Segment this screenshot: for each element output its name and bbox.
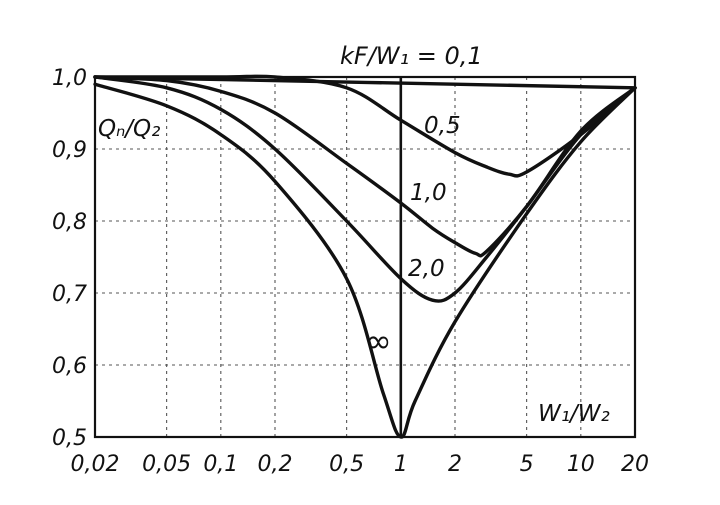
x-tick-label: 0,1 — [203, 452, 238, 477]
curve-label-2-0: 2,0 — [408, 256, 445, 282]
curve-0-5 — [93, 74, 637, 178]
chart-title: kF/W₁ = 0,1 — [340, 42, 483, 70]
y-tick-label: 0,6 — [52, 354, 87, 379]
x-tick-label: 0,5 — [329, 452, 364, 477]
y-tick-label: 0,5 — [52, 426, 87, 451]
y-tick-label: 0,7 — [52, 282, 87, 307]
x-tick-label: 20 — [621, 452, 649, 477]
y-tick-label: 0,8 — [52, 210, 87, 235]
curve-label-infinity: ∞ — [365, 322, 392, 360]
x-tick-label: 2 — [448, 452, 462, 477]
curve-label-0-5: 0,5 — [424, 113, 461, 139]
x-tick-label: 0,05 — [142, 452, 191, 477]
plot-frame — [93, 75, 637, 439]
x-tick-label: 1 — [394, 452, 408, 477]
curve-2-0 — [93, 75, 637, 303]
grid — [95, 77, 635, 437]
y-tick-label: 1,0 — [52, 66, 87, 91]
x-tick-label: 0,02 — [71, 452, 120, 477]
x-tick-label: 0,2 — [258, 452, 293, 477]
tick-labels: 0,02 0,05 0,1 0,2 0,5 1 2 5 10 20 0,5 0,6 0,7 0,8 0,9 1… — [52, 66, 649, 477]
x-axis-label: W₁/W₂ — [538, 401, 610, 427]
x-tick-label: 10 — [567, 452, 595, 477]
curve-infinity — [93, 82, 637, 439]
curves — [93, 74, 637, 439]
y-tick-label: 0,9 — [52, 138, 87, 163]
y-axis-label: Qₙ/Q₂ — [98, 116, 160, 142]
x-tick-label: 5 — [520, 452, 534, 477]
curve-label-1-0: 1,0 — [410, 180, 447, 206]
